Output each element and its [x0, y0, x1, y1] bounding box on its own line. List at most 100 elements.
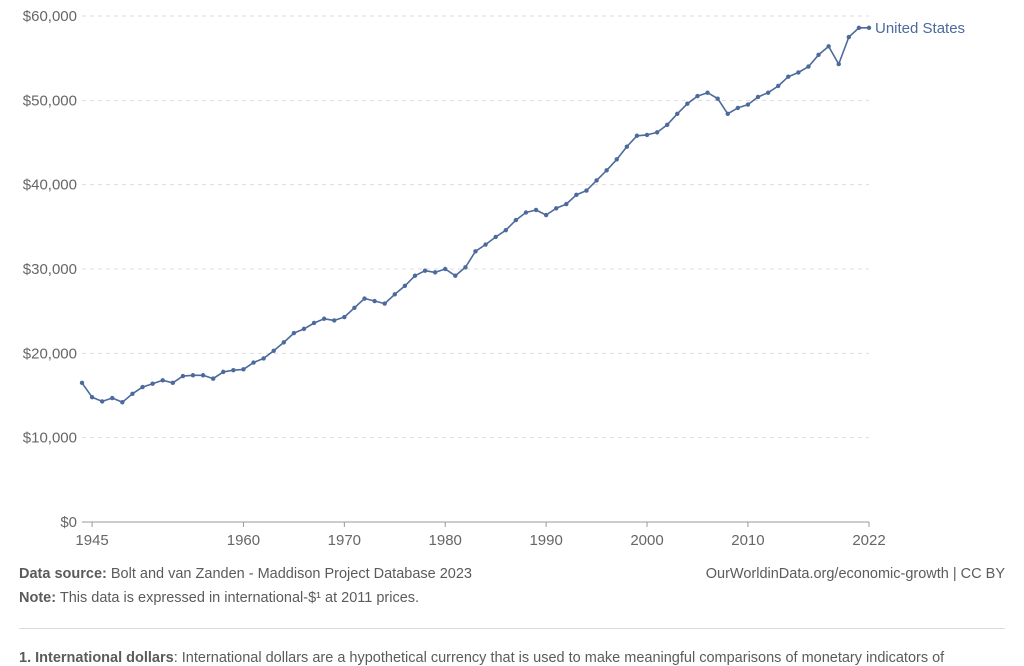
footnote-label: 1. International dollars [19, 650, 174, 666]
data-point[interactable] [483, 242, 488, 247]
x-tick-label: 2010 [731, 532, 764, 549]
data-point[interactable] [301, 326, 307, 332]
data-point[interactable] [453, 273, 458, 278]
data-point[interactable] [816, 52, 821, 57]
data-point[interactable] [402, 283, 408, 289]
data-point[interactable] [665, 122, 670, 127]
data-point[interactable] [271, 348, 276, 354]
data-point[interactable] [574, 192, 579, 197]
data-point[interactable] [624, 144, 630, 149]
data-point[interactable] [200, 373, 206, 378]
y-tick-label: $0 [60, 514, 77, 531]
data-point[interactable] [422, 268, 428, 273]
data-point[interactable] [493, 234, 498, 240]
series-line[interactable] [81, 26, 869, 404]
data-point[interactable] [836, 61, 841, 67]
data-point[interactable] [412, 273, 418, 278]
y-tick-label: $60,000 [23, 8, 77, 25]
data-point[interactable] [745, 102, 751, 107]
data-point[interactable] [110, 395, 115, 401]
data-point[interactable] [372, 298, 377, 304]
data-point[interactable] [291, 330, 297, 336]
data-point[interactable] [120, 400, 125, 405]
data-point[interactable] [362, 296, 367, 301]
data-point[interactable] [231, 368, 236, 373]
x-tick-label: 1945 [75, 532, 108, 549]
data-point[interactable] [543, 212, 549, 218]
data-point[interactable] [735, 105, 741, 111]
data-point[interactable] [99, 399, 105, 404]
data-point[interactable] [564, 201, 569, 207]
data-point[interactable] [190, 373, 196, 378]
data-point[interactable] [321, 316, 327, 321]
data-point[interactable] [473, 249, 478, 254]
data-point[interactable] [846, 34, 852, 40]
data-point[interactable] [705, 90, 710, 95]
data-point[interactable] [786, 74, 791, 79]
x-axis: 1945 1960 1970 1980 1990 2000 2010 2022 [75, 521, 886, 549]
data-point[interactable] [654, 130, 660, 135]
data-point[interactable] [614, 157, 619, 162]
data-point[interactable] [826, 44, 831, 49]
data-point[interactable] [463, 265, 468, 270]
data-point[interactable] [170, 380, 176, 386]
data-point[interactable] [533, 207, 539, 213]
data-point[interactable] [130, 391, 135, 397]
data-point[interactable] [251, 360, 256, 365]
data-point[interactable] [644, 132, 650, 138]
data-point[interactable] [79, 380, 85, 386]
data-point[interactable] [513, 217, 519, 223]
credit-link[interactable]: OurWorldinData.org/economic-growth | CC … [705, 566, 1005, 582]
data-point[interactable] [261, 356, 266, 361]
note-text: This data is expressed in international-… [59, 590, 420, 606]
y-axis-ticks: $0 $10,000 $20,000 $30,000 $40,000 $50,000 $60… [23, 8, 77, 531]
data-point[interactable] [856, 25, 862, 31]
data-point[interactable] [675, 111, 680, 117]
data-point[interactable] [332, 318, 337, 323]
data-point[interactable] [634, 133, 640, 138]
data-point[interactable] [160, 378, 165, 383]
data-point[interactable] [584, 188, 589, 193]
x-tick-label: 1990 [529, 532, 562, 549]
data-point[interactable] [866, 25, 872, 31]
data-point[interactable] [221, 369, 226, 375]
data-point[interactable] [352, 305, 357, 310]
data-point[interactable] [604, 168, 609, 173]
note: Note: This data is expressed in internat… [19, 590, 1005, 606]
data-point[interactable] [523, 210, 529, 215]
data-point[interactable] [150, 381, 155, 386]
data-point[interactable] [806, 64, 811, 69]
data-point[interactable] [765, 90, 771, 95]
series-label[interactable]: United States [875, 20, 965, 37]
data-point[interactable] [210, 376, 216, 381]
x-tick-label: 1970 [328, 532, 361, 549]
data-point[interactable] [685, 101, 690, 106]
data-point[interactable] [715, 96, 720, 101]
data-point[interactable] [241, 367, 246, 372]
data-point[interactable] [755, 94, 761, 100]
note-label: Note: [19, 590, 57, 606]
data-point[interactable] [180, 373, 186, 379]
data-point[interactable] [140, 384, 145, 390]
data-point[interactable] [382, 301, 387, 306]
data-point[interactable] [89, 394, 95, 400]
line-chart: $0 $10,000 $20,000 $30,000 $40,000 $50,000 $60… [23, 8, 965, 549]
y-tick-label: $30,000 [23, 261, 77, 278]
series-layer[interactable]: United States [79, 20, 965, 405]
data-point[interactable] [311, 320, 317, 326]
data-point[interactable] [554, 206, 559, 211]
data-point[interactable] [695, 93, 700, 99]
y-tick-label: $50,000 [23, 92, 77, 109]
data-point[interactable] [796, 70, 801, 75]
data-point[interactable] [392, 292, 397, 297]
data-source-label: Data source: [19, 566, 107, 582]
data-point[interactable] [725, 111, 730, 117]
x-tick-label: 2022 [852, 532, 885, 549]
data-point[interactable] [775, 83, 781, 89]
data-point[interactable] [281, 340, 286, 345]
data-point[interactable] [342, 314, 347, 320]
data-point[interactable] [594, 178, 599, 183]
data-point[interactable] [443, 266, 448, 272]
data-point[interactable] [432, 270, 438, 275]
data-point[interactable] [503, 228, 508, 233]
